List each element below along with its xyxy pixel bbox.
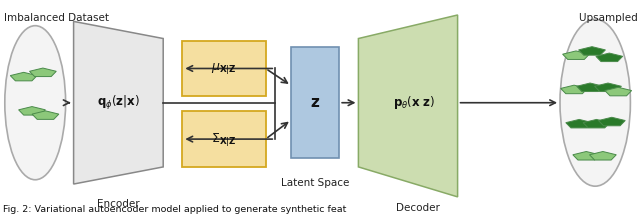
Text: Decoder: Decoder xyxy=(396,203,440,213)
Polygon shape xyxy=(595,83,621,92)
Polygon shape xyxy=(561,85,588,94)
Ellipse shape xyxy=(560,19,630,186)
Polygon shape xyxy=(358,15,458,197)
FancyBboxPatch shape xyxy=(182,41,266,96)
Text: $\mathbf{p}_\theta(\mathbf{x}\ \mathbf{z})$: $\mathbf{p}_\theta(\mathbf{x}\ \mathbf{z… xyxy=(393,94,436,111)
Ellipse shape xyxy=(5,26,65,180)
Polygon shape xyxy=(596,53,623,62)
Text: Imbalanced Dataset: Imbalanced Dataset xyxy=(4,13,109,23)
FancyBboxPatch shape xyxy=(291,47,339,158)
Polygon shape xyxy=(598,117,625,126)
Polygon shape xyxy=(589,152,616,160)
Text: Encoder: Encoder xyxy=(97,199,140,209)
FancyBboxPatch shape xyxy=(182,111,266,167)
Text: Upsampled Dataset: Upsampled Dataset xyxy=(579,13,640,23)
Polygon shape xyxy=(74,21,163,184)
Polygon shape xyxy=(583,119,610,128)
Text: $\Sigma_{\mathbf{X}|\mathbf{Z}}$: $\Sigma_{\mathbf{X}|\mathbf{Z}}$ xyxy=(211,131,237,148)
Polygon shape xyxy=(577,83,604,92)
Polygon shape xyxy=(563,51,589,59)
Text: Latent Space: Latent Space xyxy=(281,178,349,188)
Polygon shape xyxy=(19,107,45,115)
Text: $\mathbf{z}$: $\mathbf{z}$ xyxy=(310,95,320,110)
Polygon shape xyxy=(579,47,605,55)
Text: $\mu_{\mathbf{X}|\mathbf{Z}}$: $\mu_{\mathbf{X}|\mathbf{Z}}$ xyxy=(211,61,237,76)
Polygon shape xyxy=(32,111,59,119)
Polygon shape xyxy=(573,152,600,160)
Text: Fig. 2: Variational autoencoder model applied to generate synthetic feat: Fig. 2: Variational autoencoder model ap… xyxy=(3,205,347,214)
Text: $\mathbf{q}_\phi(\mathbf{z}|\mathbf{x})$: $\mathbf{q}_\phi(\mathbf{z}|\mathbf{x})$ xyxy=(97,94,140,112)
Polygon shape xyxy=(10,72,37,81)
Polygon shape xyxy=(605,87,632,96)
Polygon shape xyxy=(566,119,593,128)
Polygon shape xyxy=(29,68,56,77)
